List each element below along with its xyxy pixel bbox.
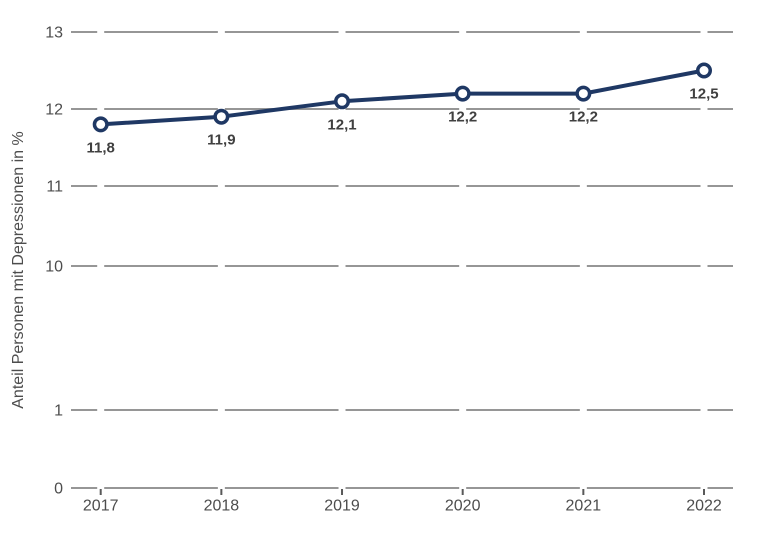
data-point-marker <box>454 85 471 102</box>
y-tick-label: 10 <box>45 259 63 276</box>
y-tick-label: 0 <box>54 481 63 498</box>
data-point-marker <box>696 62 712 79</box>
data-point-marker <box>92 116 109 133</box>
x-tick-label: 2020 <box>445 498 481 515</box>
data-line <box>98 68 706 127</box>
data-point-marker <box>575 85 592 102</box>
data-point-label: 11,8 <box>87 139 115 156</box>
x-tick-label: 2017 <box>83 498 119 515</box>
x-tick-label: 2022 <box>686 498 722 515</box>
data-point-marker <box>334 93 351 110</box>
x-tick-label: 2018 <box>204 498 240 515</box>
y-tick-label: 12 <box>45 102 63 119</box>
data-point-marker <box>213 108 230 125</box>
y-tick-label: 1 <box>54 403 63 420</box>
data-point-label: 12,2 <box>569 109 598 126</box>
data-point-label: 12,2 <box>448 109 477 126</box>
y-axis-title: Anteil Personen mit Depressionen in % <box>10 131 27 409</box>
data-point-label: 12,1 <box>327 116 356 133</box>
data-point-label: 12,5 <box>689 86 718 103</box>
x-tick-label: 2019 <box>324 498 360 515</box>
x-tick-label: 2021 <box>566 498 602 515</box>
y-tick-label: 11 <box>46 179 63 196</box>
y-tick-label: 13 <box>45 25 63 42</box>
data-point-label: 11,9 <box>207 132 235 149</box>
